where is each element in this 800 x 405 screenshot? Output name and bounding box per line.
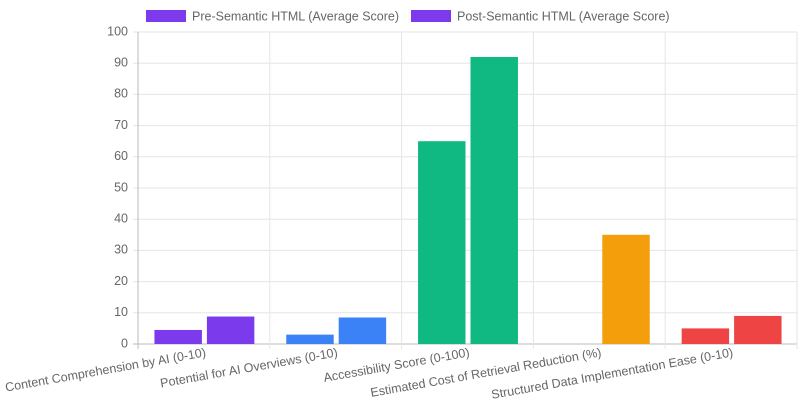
bar: [470, 56, 518, 345]
bar: [154, 329, 202, 344]
y-tick-label: 0: [121, 336, 128, 350]
bar: [418, 141, 466, 344]
bar: [681, 328, 730, 344]
bar: [734, 315, 782, 344]
legend-swatch: [411, 10, 452, 22]
y-tick-label: 10: [114, 305, 128, 319]
y-tick-label: 50: [114, 180, 128, 194]
y-tick-label: 60: [114, 149, 128, 163]
legend-label: Pre-Semantic HTML (Average Score): [192, 9, 399, 23]
y-tick-label: 80: [114, 87, 128, 101]
y-tick-label: 30: [114, 243, 128, 257]
x-tick-label: Estimated Cost of Retrieval Reduction (%…: [369, 345, 602, 399]
bar: [286, 334, 334, 344]
legend-swatch: [146, 10, 186, 22]
y-tick-label: 20: [114, 274, 128, 288]
bar: [338, 317, 387, 344]
x-tick-label: Structured Data Implementation Ease (0-1…: [490, 345, 734, 400]
y-tick-label: 90: [114, 55, 128, 69]
y-tick-label: 40: [114, 211, 128, 225]
y-tick-label: 70: [114, 118, 128, 132]
bar: [602, 234, 650, 344]
legend-label: Post-Semantic HTML (Average Score): [457, 9, 670, 23]
y-tick-label: 100: [107, 24, 128, 38]
bar: [206, 316, 255, 344]
